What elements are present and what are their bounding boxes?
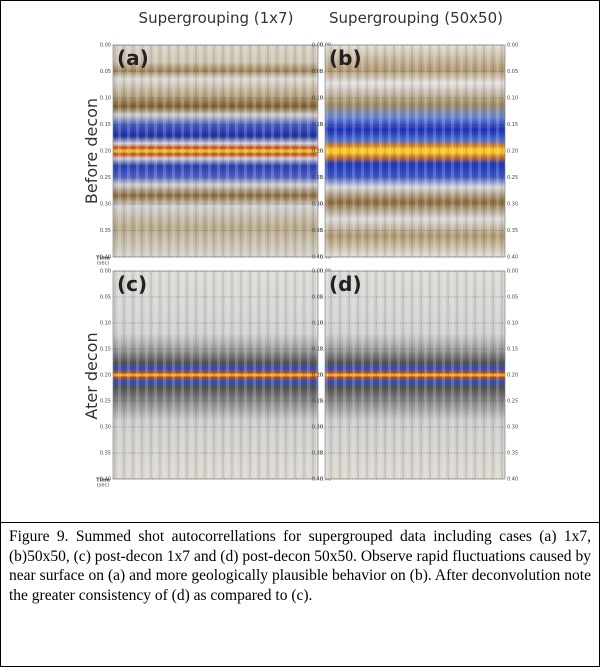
time-tick-label: 0.20: [312, 149, 323, 155]
time-tick-label: 0.40: [507, 255, 518, 261]
time-tick-label: 0.25: [507, 399, 518, 405]
time-tick-label: 0.15: [100, 347, 111, 353]
time-tick-label: 0.10: [100, 321, 111, 327]
time-tick-label: 0.05: [312, 295, 323, 301]
time-tick-label: 0.20: [100, 149, 111, 155]
column-header: Supergrouping (1x7): [139, 9, 294, 27]
time-tick-label: 0.05: [100, 69, 111, 75]
time-tick-label: 0.00: [312, 269, 323, 275]
time-tick-label: 0.30: [507, 202, 518, 208]
row-label: Ater decon: [82, 332, 101, 419]
time-tick-label: 0.20: [312, 373, 323, 379]
time-tick-label: 0.30: [312, 425, 323, 431]
column-header: Supergrouping (50x50): [329, 9, 503, 27]
panel-label: (b): [329, 46, 362, 70]
time-tick-label: 0.05: [507, 69, 518, 75]
time-tick-label: 0.40: [312, 477, 323, 483]
caption-rule: [1, 522, 599, 523]
time-tick-label: 0.00: [312, 43, 323, 49]
time-tick-label: 0.05: [507, 295, 518, 301]
time-tick-label: 0.00: [507, 269, 518, 275]
time-tick-label: 0.30: [100, 425, 111, 431]
panel-label: (c): [117, 272, 147, 296]
time-tick-label: 0.35: [100, 228, 111, 234]
time-tick-label: 0.10: [100, 96, 111, 102]
time-tick-label: 0.40: [320, 477, 331, 483]
panel-label: (a): [117, 46, 149, 70]
time-tick-label: 0.35: [312, 228, 323, 234]
time-tick-label: 0.40: [507, 477, 518, 483]
time-tick-label: 0.15: [312, 122, 323, 128]
time-tick-label: 0.30: [312, 202, 323, 208]
time-tick-label: 0.40: [312, 255, 323, 261]
time-tick-label: 0.20: [507, 149, 518, 155]
time-tick-label: 0.25: [312, 399, 323, 405]
time-tick-label: 0.15: [100, 122, 111, 128]
time-axis-unit: (sec): [97, 483, 109, 489]
time-tick-label: 0.40: [320, 255, 331, 261]
time-tick-label: 0.25: [312, 175, 323, 181]
panel-label: (d): [329, 272, 362, 296]
time-tick-label: 0.10: [312, 96, 323, 102]
time-tick-label: 0.35: [507, 451, 518, 457]
time-tick-label: 0.40: [100, 477, 111, 483]
time-tick-label: 0.25: [100, 175, 111, 181]
time-tick-label: 0.30: [507, 425, 518, 431]
time-tick-label: 0.10: [507, 96, 518, 102]
time-axis-unit: (sec): [97, 261, 109, 267]
time-tick-label: 0.05: [100, 295, 111, 301]
row-label: Before decon: [82, 98, 101, 204]
time-axis-name: Time: [96, 478, 110, 484]
time-tick-label: 0.20: [507, 373, 518, 379]
time-tick-label: 0.00: [100, 269, 111, 275]
time-tick-label: 0.15: [507, 347, 518, 353]
time-tick-label: 0.35: [312, 451, 323, 457]
time-tick-label: 0.10: [312, 321, 323, 327]
figure-graphic: Supergrouping (1x7) Supergrouping (50x50…: [82, 9, 518, 489]
time-tick-label: 0.30: [100, 202, 111, 208]
time-tick-label: 0.00: [507, 43, 518, 49]
time-tick-label: 0.15: [312, 347, 323, 353]
time-axis-name: Time: [96, 256, 110, 262]
time-tick-label: 0.20: [100, 373, 111, 379]
time-tick-label: 0.35: [100, 451, 111, 457]
time-tick-label: 0.15: [507, 122, 518, 128]
time-tick-label: 0.25: [100, 399, 111, 405]
time-tick-label: 0.10: [507, 321, 518, 327]
time-tick-label: 0.35: [507, 228, 518, 234]
time-tick-label: 0.40: [100, 255, 111, 261]
caption: Figure 9. Summed shot autocorrellations …: [9, 528, 591, 604]
time-tick-label: 0.25: [507, 175, 518, 181]
time-tick-label: 0.00: [100, 43, 111, 49]
time-tick-label: 0.05: [312, 69, 323, 75]
